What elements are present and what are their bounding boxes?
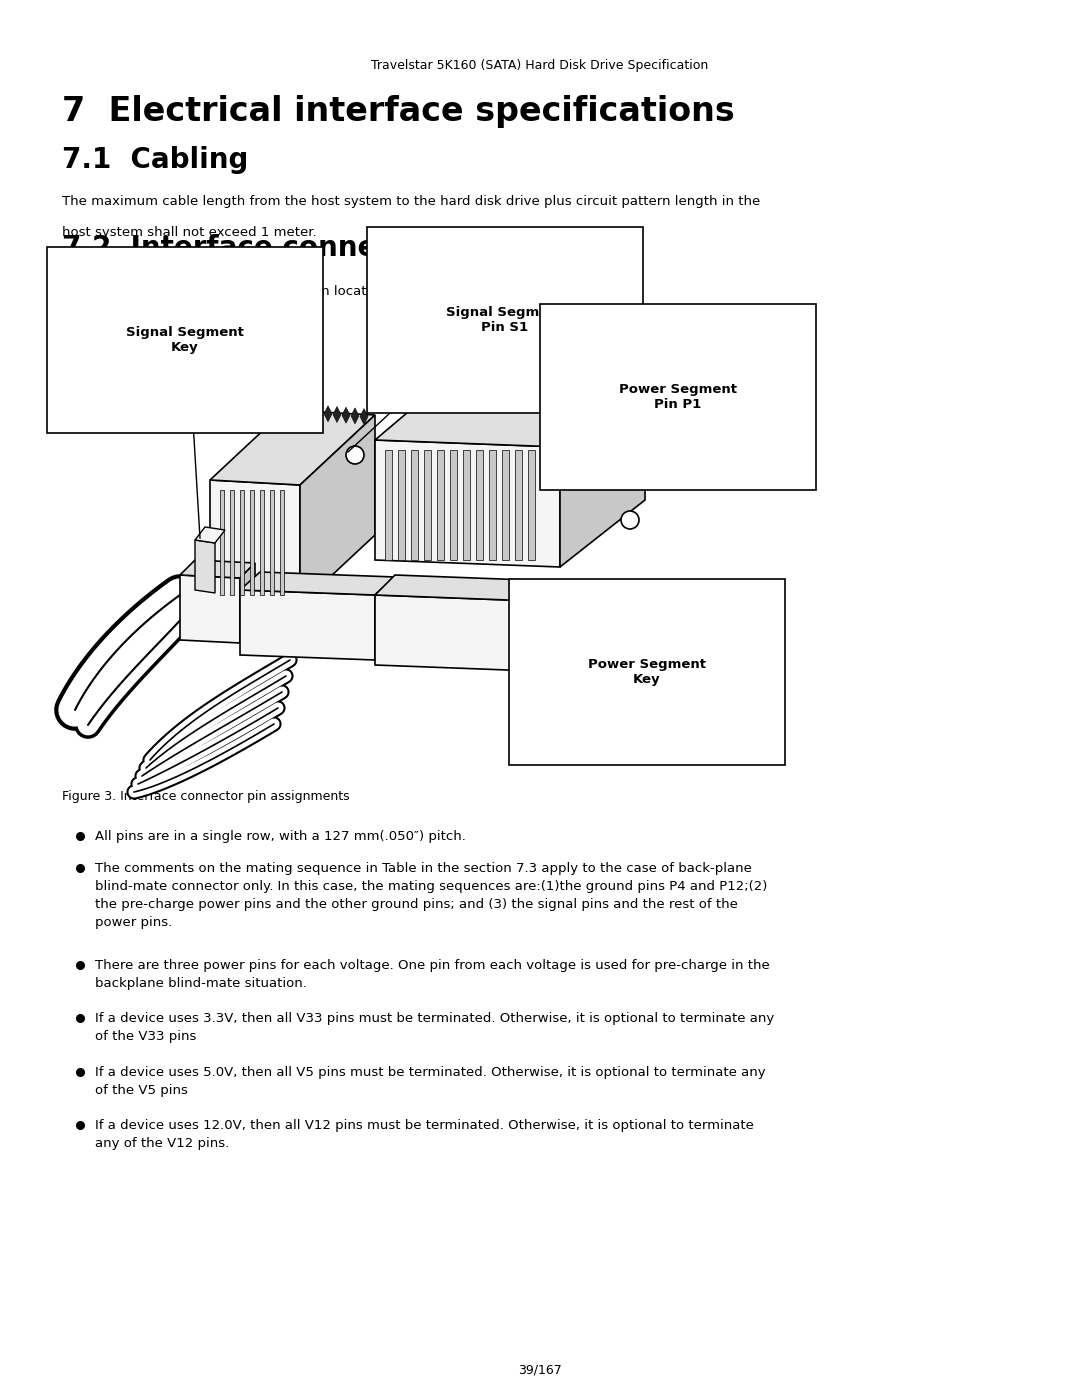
Text: 7.1  Cabling: 7.1 Cabling <box>62 147 248 175</box>
Text: Figure 3. Interface connector pin assignments: Figure 3. Interface connector pin assign… <box>62 789 350 803</box>
Text: If a device uses 5.0V, then all V5 pins must be terminated. Otherwise, it is opt: If a device uses 5.0V, then all V5 pins … <box>95 1066 766 1097</box>
Polygon shape <box>602 366 610 383</box>
Polygon shape <box>288 402 296 419</box>
Polygon shape <box>195 541 215 592</box>
Polygon shape <box>522 363 530 380</box>
Polygon shape <box>632 367 640 384</box>
Polygon shape <box>280 490 284 595</box>
Polygon shape <box>592 366 600 383</box>
Polygon shape <box>333 407 341 422</box>
Text: If a device uses 12.0V, then all V12 pins must be terminated. Otherwise, it is o: If a device uses 12.0V, then all V12 pin… <box>95 1119 754 1150</box>
Polygon shape <box>375 576 580 602</box>
Polygon shape <box>375 595 561 672</box>
Polygon shape <box>195 527 225 543</box>
Polygon shape <box>552 365 561 380</box>
Polygon shape <box>489 450 496 560</box>
Polygon shape <box>492 362 500 379</box>
Polygon shape <box>297 404 305 419</box>
Polygon shape <box>180 576 240 643</box>
Polygon shape <box>612 367 620 383</box>
Polygon shape <box>240 563 255 648</box>
Polygon shape <box>463 450 470 560</box>
Text: If a device uses 3.3V, then all V33 pins must be terminated. Otherwise, it is op: If a device uses 3.3V, then all V33 pins… <box>95 1013 774 1044</box>
Text: There are three power pins for each voltage. One pin from each voltage is used f: There are three power pins for each volt… <box>95 958 770 989</box>
Text: Power Segment
Pin P1: Power Segment Pin P1 <box>619 383 737 411</box>
Circle shape <box>621 511 639 529</box>
Polygon shape <box>351 408 359 423</box>
Polygon shape <box>384 450 392 560</box>
Circle shape <box>346 446 364 464</box>
Polygon shape <box>375 577 395 662</box>
Text: host system shall not exceed 1 meter.: host system shall not exceed 1 meter. <box>62 226 316 239</box>
Polygon shape <box>472 362 480 377</box>
Polygon shape <box>342 407 350 423</box>
Polygon shape <box>375 440 561 567</box>
Polygon shape <box>555 630 575 664</box>
Polygon shape <box>240 490 244 595</box>
Polygon shape <box>399 450 405 560</box>
Polygon shape <box>180 560 255 578</box>
Polygon shape <box>528 450 535 560</box>
Text: Travelstar 5K160 (SATA) Hard Disk Drive Specification: Travelstar 5K160 (SATA) Hard Disk Drive … <box>372 59 708 71</box>
Polygon shape <box>360 408 368 425</box>
Polygon shape <box>306 404 314 420</box>
Polygon shape <box>210 409 375 485</box>
Polygon shape <box>437 450 444 560</box>
Polygon shape <box>411 450 418 560</box>
Polygon shape <box>476 450 483 560</box>
Text: 39/167: 39/167 <box>518 1363 562 1376</box>
Polygon shape <box>230 490 234 595</box>
Polygon shape <box>220 490 224 595</box>
Polygon shape <box>622 367 630 383</box>
Text: The figure below shows the physical pin location.: The figure below shows the physical pin … <box>62 285 391 298</box>
Text: The maximum cable length from the host system to the hard disk drive plus circui: The maximum cable length from the host s… <box>62 196 760 208</box>
Polygon shape <box>502 363 510 379</box>
Polygon shape <box>582 366 590 381</box>
Polygon shape <box>515 450 522 560</box>
Text: The comments on the mating sequence in Table in the section 7.3 apply to the cas: The comments on the mating sequence in T… <box>95 862 768 929</box>
Polygon shape <box>210 481 300 605</box>
Polygon shape <box>324 405 332 422</box>
Text: Signal Segment
Key: Signal Segment Key <box>126 326 244 353</box>
Polygon shape <box>462 360 470 377</box>
Polygon shape <box>315 405 323 420</box>
Polygon shape <box>532 363 540 380</box>
Polygon shape <box>300 415 375 605</box>
Polygon shape <box>482 362 490 377</box>
Polygon shape <box>542 365 550 380</box>
Polygon shape <box>424 450 431 560</box>
Text: All pins are in a single row, with a 127 mm(.050″) pitch.: All pins are in a single row, with a 127… <box>95 830 465 842</box>
Polygon shape <box>502 450 509 560</box>
Polygon shape <box>512 363 519 379</box>
Text: Power Segment
Key: Power Segment Key <box>588 658 706 686</box>
Polygon shape <box>249 490 254 595</box>
Polygon shape <box>270 490 274 595</box>
Polygon shape <box>260 490 264 595</box>
Text: Signal Segment
Pin S1: Signal Segment Pin S1 <box>446 306 564 334</box>
Polygon shape <box>240 571 395 595</box>
Polygon shape <box>561 583 580 672</box>
Text: 7.2  Interface connector: 7.2 Interface connector <box>62 235 438 263</box>
Polygon shape <box>450 450 457 560</box>
Polygon shape <box>572 366 580 381</box>
Polygon shape <box>561 374 645 567</box>
Text: 7  Electrical interface specifications: 7 Electrical interface specifications <box>62 95 734 129</box>
Polygon shape <box>562 365 570 381</box>
Polygon shape <box>375 367 645 447</box>
Polygon shape <box>240 590 375 659</box>
